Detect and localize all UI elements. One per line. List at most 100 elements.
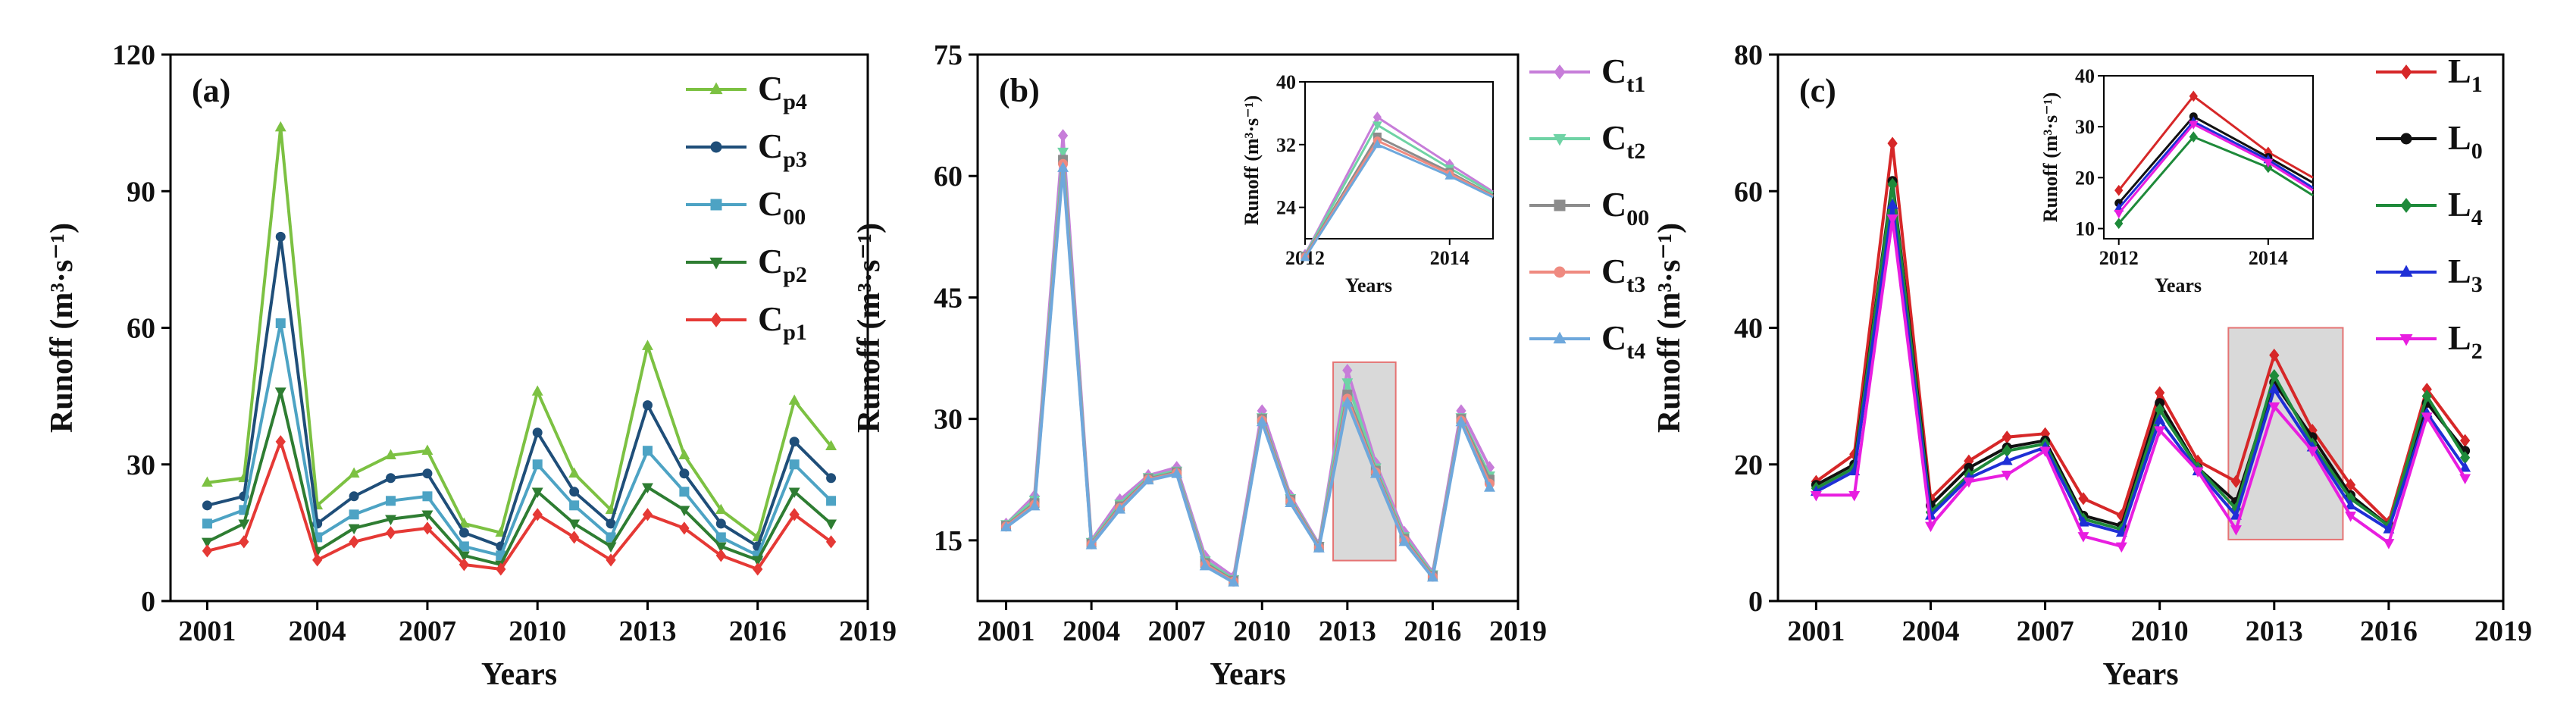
chart-panel-1: 0 30 60 90 120 2001 2004 2007 2010 2013 2016 2019 Ye… [45,39,897,692]
y-tick-label: 30 [934,404,962,436]
legend-marker [709,82,723,95]
inset-data-point [1300,252,1310,261]
inset-series-line-Ct4 [1304,142,1494,258]
x-tick-label: 2013 [1319,615,1376,647]
y-tick-label: 75 [934,39,962,71]
data-point-L2 [2039,446,2052,457]
y-tick-label: 40 [1734,313,1763,345]
y-axis-label: Runoff (m³·s⁻¹) [45,223,80,433]
data-point-Ct4 [1228,576,1240,587]
data-point-C00 [459,541,469,552]
data-point-Ct4 [1000,521,1012,532]
legend-entry-subscript: 4 [2471,205,2483,230]
x-axis-label: Years [2102,657,2178,692]
y-tick-label: 90 [127,176,155,208]
inset-series-line-L0 [2117,114,2314,204]
data-point-Cp2 [678,506,690,517]
data-point-Cp4 [531,385,543,396]
x-axis-label: Years [481,657,557,692]
legend-marker [1553,133,1567,146]
data-point-L2 [2306,446,2318,457]
legend-entry: L1 [2448,52,2483,97]
data-point-L2 [2192,467,2204,478]
highlight-region [2227,327,2344,540]
data-point-Ct1 [1057,129,1069,142]
data-point-Cp1 [312,553,323,567]
data-point-L1 [2269,348,2280,362]
data-point-Cp4 [678,449,690,460]
data-point-Ct4 [1028,499,1041,511]
data-point-L2 [2077,532,2089,543]
data-point-C00 [349,509,359,520]
data-point-Ct4 [1171,468,1183,478]
legend-entry: Ct3 [1601,252,1645,297]
data-point-Ct4 [1057,161,1069,172]
legend-entry: Cp4 [758,69,807,114]
inset-x-tick-label: 2014 [1430,247,1470,269]
legend-marker [2400,64,2412,80]
legend-entry: Cp2 [758,242,807,287]
data-point-Cp3 [826,473,837,484]
data-point-Cp4 [274,121,286,132]
data-point-Cp1 [715,549,726,562]
data-point-Cp1 [642,508,653,521]
legend-marker [710,312,722,327]
inset-y-tick-label: 24 [1276,197,1296,219]
legend-entry: Cp3 [758,127,807,172]
data-point-Cp2 [788,487,800,499]
data-point-L2 [2345,512,2356,522]
data-point-Cp1 [569,531,580,544]
data-point-L2 [2115,542,2127,553]
data-point-Cp2 [752,556,764,567]
x-tick-label: 2013 [2246,615,2303,647]
inset-series-line-L1 [2117,94,2314,192]
inset-x-axis-label: Years [1345,274,1392,296]
legend-entry: Ct1 [1601,52,1645,97]
data-point-Cp1 [753,562,763,576]
y-tick-label: 15 [934,525,962,557]
legend-marker [2400,198,2412,213]
x-tick-label: 2013 [618,615,676,647]
data-point-Cp2 [238,519,250,531]
data-point-Cp3 [386,473,396,484]
data-point-Cp1 [459,558,469,571]
inset-frame [1304,81,1494,240]
data-point-Ct2 [1057,147,1069,158]
data-point-L2 [2154,426,2166,437]
data-point-Cp3 [349,491,359,502]
inset-frame [2103,75,2314,240]
x-tick-label: 2004 [1063,615,1120,647]
legend-marker [1553,331,1567,344]
data-point-Cp4 [788,394,800,405]
data-point-Ct4 [1199,559,1211,571]
legend-marker [1554,266,1566,278]
legend-entry-subscript: p2 [783,262,807,287]
inset-data-point [2114,218,2124,230]
legend-entry: L3 [2448,252,2483,297]
inset-x-axis-label: Years [2155,274,2202,296]
data-point-Cp2 [825,519,837,531]
legend-marker [709,257,723,270]
inset-y-tick-label: 40 [1276,71,1296,93]
data-point-L1 [2078,492,2089,506]
data-point-Cp2 [274,387,286,398]
inset-x-tick-label: 2014 [2249,247,2288,269]
legend-entry-subscript: p1 [783,320,807,345]
legend-entry: L2 [2448,318,2483,364]
data-point-Cp2 [348,524,360,535]
data-point-Cp3 [715,518,726,529]
data-point-Cp1 [606,553,616,567]
data-point-Cp1 [789,508,800,521]
data-point-Cp2 [531,487,543,499]
inset-y-tick-label: 32 [1276,134,1296,156]
data-point-Cp1 [532,508,543,521]
inset-data-point [2263,158,2274,168]
y-tick-label: 20 [1734,449,1763,481]
x-tick-label: 2016 [2360,615,2418,647]
x-tick-label: 2019 [839,615,897,647]
data-point-Cp1 [385,526,396,540]
x-tick-label: 2016 [729,615,787,647]
data-point-L3 [2268,383,2280,393]
data-point-Cp3 [275,231,286,242]
